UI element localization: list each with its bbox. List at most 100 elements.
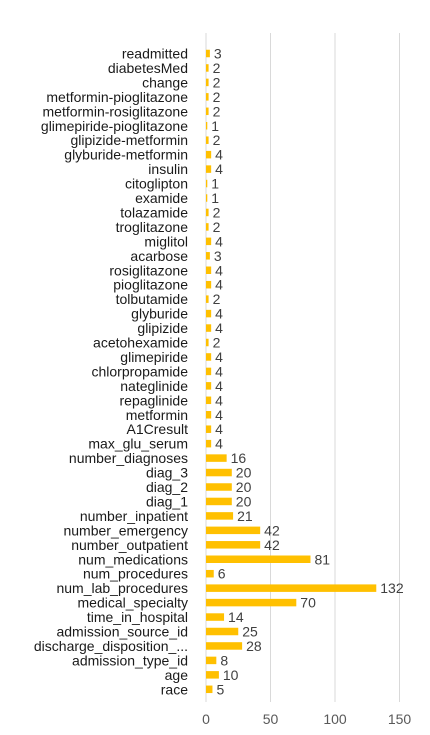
category-label: discharge_disposition_... [34, 638, 188, 654]
bar [206, 512, 234, 520]
bar [206, 685, 213, 694]
value-label: 4 [215, 392, 223, 408]
category-label: glimepiride-pioglitazone [41, 118, 188, 134]
bar [206, 280, 212, 289]
value-label: 132 [380, 580, 404, 596]
value-label: 4 [215, 262, 223, 278]
category-label: number_emergency [63, 522, 188, 538]
x-tick-label: 150 [388, 711, 412, 727]
category-label: tolbutamide [116, 291, 189, 307]
bar [206, 324, 212, 332]
category-label: num_lab_procedures [56, 580, 188, 596]
category-label: repaglinide [120, 392, 189, 408]
bar [206, 425, 212, 433]
category-label: medical_specialty [78, 595, 189, 611]
category-label: miglitol [144, 233, 188, 249]
bar [206, 526, 261, 535]
bar [206, 122, 208, 130]
value-label: 2 [213, 219, 221, 235]
category-label: race [161, 681, 188, 697]
bar [206, 165, 212, 173]
value-label: 4 [215, 407, 223, 423]
category-label: change [142, 74, 188, 90]
value-label: 2 [213, 60, 221, 76]
category-label: num_procedures [83, 566, 188, 582]
bar [206, 642, 243, 650]
category-label: number_inpatient [80, 508, 188, 524]
category-label: time_in_hospital [87, 609, 188, 625]
bar [206, 382, 212, 390]
category-label: insulin [148, 161, 188, 177]
bar [206, 497, 232, 506]
value-label: 8 [220, 652, 228, 668]
category-label: acarbose [130, 248, 188, 264]
bar [206, 454, 227, 462]
value-label: 2 [213, 89, 221, 105]
value-labels: 3222212441122434424424444444162020202142… [211, 46, 404, 698]
bar [206, 353, 212, 361]
value-label: 3 [214, 248, 222, 264]
bar [206, 150, 212, 159]
bar [206, 64, 209, 72]
value-label: 2 [213, 103, 221, 119]
value-label: 42 [264, 522, 280, 538]
category-label: diag_3 [146, 465, 188, 481]
category-label: age [165, 667, 189, 683]
value-label: 16 [231, 450, 247, 466]
bars [206, 49, 377, 694]
bar [206, 483, 232, 491]
category-label: tolazamide [120, 204, 188, 220]
value-label: 4 [215, 363, 223, 379]
category-label: admission_source_id [56, 624, 188, 640]
bar [206, 439, 212, 448]
value-label: 4 [215, 320, 223, 336]
value-label: 4 [215, 161, 223, 177]
category-label: number_outpatient [71, 537, 188, 553]
value-label: 2 [213, 132, 221, 148]
category-label: A1Cresult [127, 421, 189, 437]
category-label: citoglipton [125, 176, 188, 192]
value-label: 21 [237, 508, 253, 524]
category-label: rosiglitazone [109, 262, 188, 278]
category-label: glipizide-metformin [71, 132, 188, 148]
value-label: 1 [211, 118, 219, 134]
value-label: 20 [236, 493, 252, 509]
category-label: metformin-pioglitazone [46, 89, 188, 105]
value-label: 4 [215, 233, 223, 249]
category-label: diabetesMed [108, 60, 188, 76]
category-label: troglitazone [116, 219, 189, 235]
bar [206, 468, 232, 477]
bar [206, 223, 209, 231]
bar [206, 367, 212, 376]
bar [206, 252, 210, 260]
x-tick-label: 100 [323, 711, 347, 727]
bar [206, 656, 217, 665]
bar [206, 194, 208, 202]
bar [206, 208, 209, 217]
category-label: diag_2 [146, 479, 188, 495]
bar [206, 613, 225, 621]
category-label: examide [135, 190, 188, 206]
value-label: 3 [214, 46, 222, 62]
value-label: 2 [213, 74, 221, 90]
value-label: 25 [242, 624, 258, 640]
category-label: nateglinide [120, 378, 188, 394]
bar [206, 266, 212, 274]
category-labels: readmitteddiabetesMedchangemetformin-pio… [34, 46, 188, 698]
category-label: admission_type_id [72, 652, 188, 668]
value-label: 20 [236, 479, 252, 495]
category-label: acetohexamide [93, 335, 188, 351]
x-tick-labels: 0 50 100 150 [202, 711, 411, 727]
x-tick-label: 0 [202, 711, 210, 727]
value-label: 70 [300, 595, 316, 611]
value-label: 1 [211, 176, 219, 192]
bar [206, 569, 214, 578]
bar [206, 295, 209, 303]
value-label: 4 [215, 349, 223, 365]
category-label: number_diagnoses [69, 450, 188, 466]
value-label: 2 [213, 291, 221, 307]
value-label: 14 [228, 609, 244, 625]
value-label: 6 [218, 566, 226, 582]
bar [206, 309, 212, 318]
bar [206, 396, 212, 405]
